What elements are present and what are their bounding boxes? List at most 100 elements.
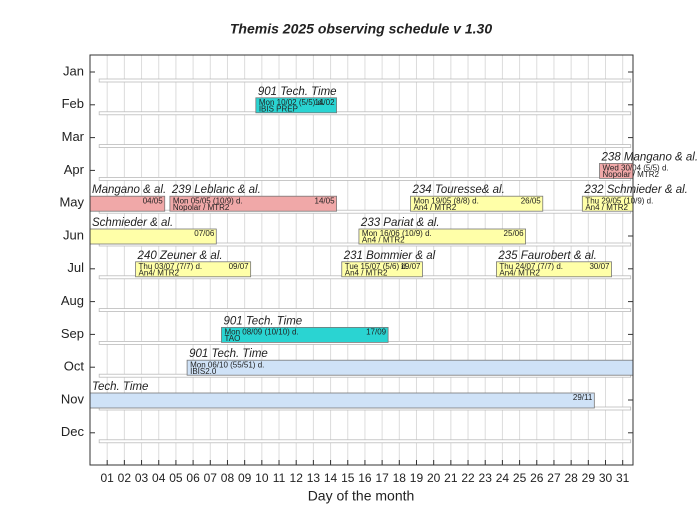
x-tick-label: 23 xyxy=(479,471,493,485)
month-strip xyxy=(98,439,632,444)
schedule-bar xyxy=(221,326,389,343)
x-tick-label: 25 xyxy=(513,471,527,485)
event-end-label: 04/05 xyxy=(143,196,164,205)
y-tick-label: Apr xyxy=(64,162,85,177)
event-title: 240 Zeuner & al. xyxy=(137,250,223,262)
y-tick-label: Mar xyxy=(62,129,85,144)
event-title: 235 Faurobert & al. xyxy=(497,250,596,262)
event-title: Mangano & al. xyxy=(92,184,166,196)
y-tick-label: May xyxy=(59,195,84,210)
x-tick-label: 16 xyxy=(358,471,372,485)
y-tick-label: Jun xyxy=(63,227,84,242)
event-title: 901 Tech. Time xyxy=(258,86,337,98)
event-title: Tech. Time xyxy=(92,381,148,393)
x-tick-label: 08 xyxy=(221,471,235,485)
event-detail: Mon 05/05 (10/9) d. xyxy=(173,196,243,205)
event-title: 234 Touresse& al. xyxy=(411,184,504,196)
event-end-label: 25/06 xyxy=(504,229,525,238)
chart-title: Themis 2025 observing schedule v 1.30 xyxy=(230,21,492,37)
x-tick-label: 03 xyxy=(135,471,149,485)
x-tick-label: 22 xyxy=(461,471,475,485)
x-tick-label: 07 xyxy=(204,471,218,485)
schedule-bar xyxy=(341,261,423,278)
y-tick-label: Jan xyxy=(63,63,84,78)
y-tick-label: Jul xyxy=(67,260,84,275)
event-end-label: 17/09 xyxy=(366,328,387,337)
x-tick-label: 11 xyxy=(273,471,286,485)
plot-frame xyxy=(89,54,634,466)
event-title: 238 Mangano & al. xyxy=(601,151,699,163)
x-tick-label: 29 xyxy=(582,471,596,485)
month-strip xyxy=(98,111,632,116)
x-tick-label: 01 xyxy=(101,471,115,485)
event-end-label: 09/07 xyxy=(229,262,250,271)
event-detail: Mon 06/10 (55/51) d. xyxy=(190,360,264,369)
event-detail: Mon 08/09 (10/10) d. xyxy=(224,328,298,337)
schedule-bar xyxy=(358,228,526,245)
event-title: 901 Tech. Time xyxy=(189,348,268,360)
schedule-bar xyxy=(135,261,252,278)
event-detail: Mon 10/02 (5/5) d. xyxy=(259,98,324,107)
x-tick-label: 19 xyxy=(410,471,424,485)
event-title: 901 Tech. Time xyxy=(223,315,302,327)
schedule-bar xyxy=(410,195,544,212)
x-tick-label: 14 xyxy=(324,471,338,485)
y-tick-label: Feb xyxy=(62,96,84,111)
x-tick-label: 28 xyxy=(564,471,578,485)
event-detail: Wed 30/04 (5/5) d. xyxy=(603,164,669,173)
x-tick-label: 31 xyxy=(616,471,630,485)
schedule-bar xyxy=(496,261,612,278)
x-tick-label: 30 xyxy=(599,471,613,485)
event-detail: An4 / MTR2 xyxy=(413,203,456,212)
x-tick-label: 05 xyxy=(169,471,183,485)
month-strip xyxy=(98,144,632,149)
event-detail: IBIS2.0 xyxy=(190,367,217,376)
event-detail: Thu 24/07 (7/7) d. xyxy=(499,262,563,271)
y-tick-label: Oct xyxy=(64,359,85,374)
x-tick-label: 10 xyxy=(255,471,269,485)
y-tick-label: Nov xyxy=(61,391,85,406)
event-end-label: 14/05 xyxy=(315,196,336,205)
event-detail: Thu 29/05 (10/9) d. xyxy=(585,196,653,205)
event-end-label: 19/07 xyxy=(400,262,421,271)
x-tick-label: 20 xyxy=(427,471,441,485)
event-detail: Mon 16/06 (10/9) d. xyxy=(362,229,432,238)
event-detail: An4 / MTR2 xyxy=(345,268,388,277)
x-tick-label: 13 xyxy=(307,471,321,485)
event-end-label: 26/05 xyxy=(521,196,542,205)
event-end-label: 07/06 xyxy=(194,229,215,238)
event-detail: IBIS PREP xyxy=(259,104,298,113)
month-strip xyxy=(98,78,632,83)
schedule-bar xyxy=(89,392,595,409)
x-tick-label: 04 xyxy=(152,471,166,485)
x-tick-label: 24 xyxy=(496,471,510,485)
event-detail: Nopolar / MTR2 xyxy=(603,170,660,179)
event-end-label: 30/07 xyxy=(589,262,610,271)
month-strip xyxy=(98,209,632,214)
x-tick-label: 06 xyxy=(186,471,200,485)
x-tick-label: 18 xyxy=(393,471,407,485)
month-strip xyxy=(98,308,632,313)
x-tick-label: 27 xyxy=(547,471,561,485)
x-tick-label: 09 xyxy=(238,471,252,485)
event-detail: An4 / MTR2 xyxy=(362,236,405,245)
x-tick-label: 17 xyxy=(375,471,389,485)
event-title: 233 Pariat & al. xyxy=(360,217,440,229)
event-detail: An4/ MTR2 xyxy=(139,268,180,277)
x-tick-label: 26 xyxy=(530,471,544,485)
schedule-bar xyxy=(169,195,337,212)
event-detail: Tue 15/07 (5/6) d. xyxy=(345,262,408,271)
event-title: 231 Bommier & al xyxy=(343,250,436,262)
event-detail: TAO xyxy=(224,334,240,343)
x-tick-label: 12 xyxy=(290,471,304,485)
schedule-bar xyxy=(255,97,337,114)
x-tick-label: 02 xyxy=(118,471,132,485)
event-detail: An4/ MTR2 xyxy=(499,268,540,277)
x-tick-label: 21 xyxy=(444,471,458,485)
x-tick-label: 15 xyxy=(341,471,355,485)
y-tick-label: Aug xyxy=(61,293,84,308)
event-detail: Mon 19/05 (8/8) d. xyxy=(413,196,478,205)
event-detail: An4 / MTR2 xyxy=(585,203,628,212)
event-detail: Thu 03/07 (7/7) d. xyxy=(139,262,203,271)
